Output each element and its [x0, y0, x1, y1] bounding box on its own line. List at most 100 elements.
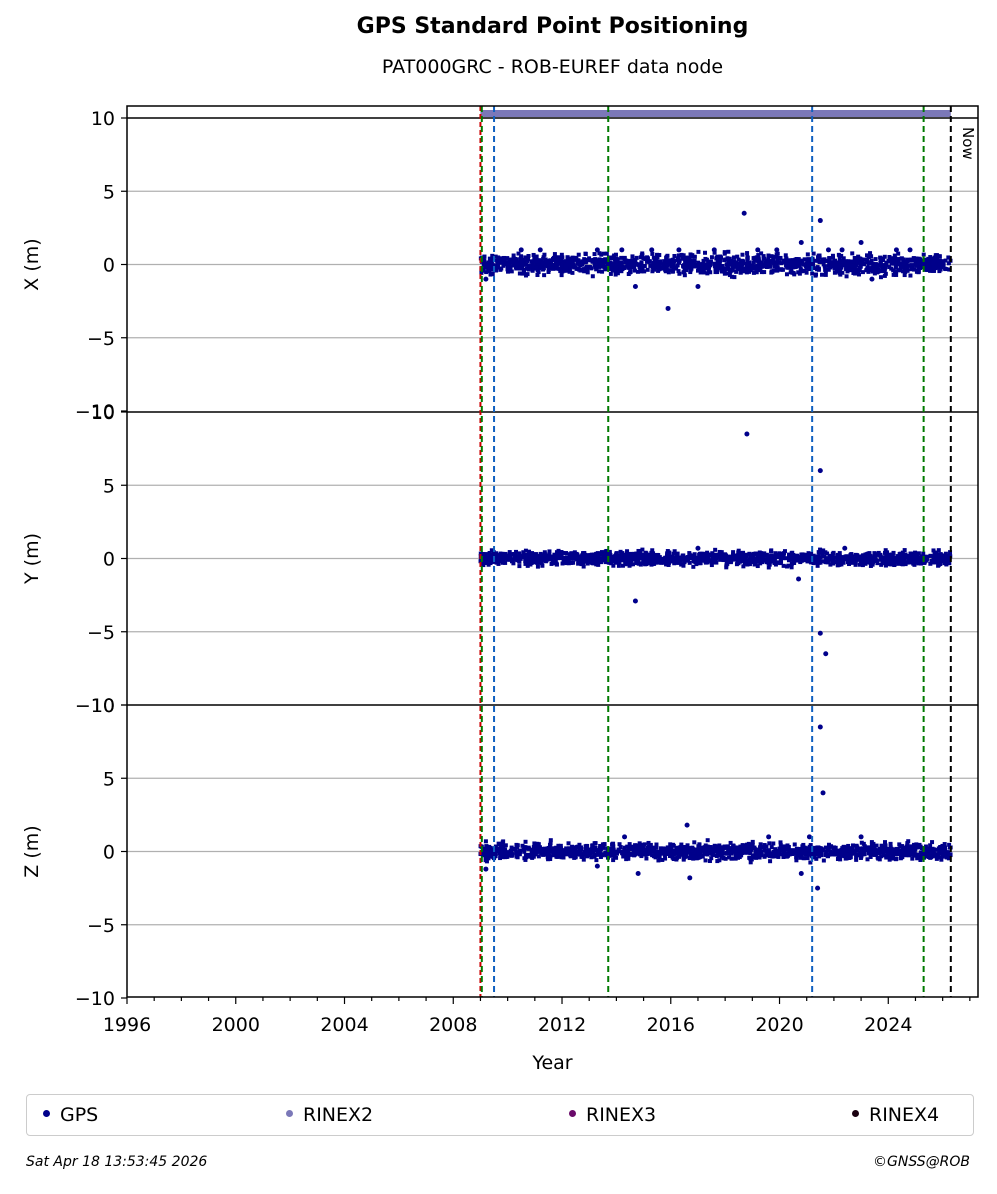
data-point: [564, 266, 569, 271]
data-point: [775, 257, 780, 262]
data-point: [559, 851, 564, 856]
data-point: [647, 259, 652, 264]
data-point: [508, 268, 513, 273]
data-point: [604, 251, 609, 256]
data-point: [848, 266, 853, 271]
data-point: [487, 264, 492, 269]
data-point: [751, 260, 756, 265]
data-point: [750, 266, 755, 271]
data-point: [750, 839, 755, 844]
data-point: [615, 257, 620, 262]
data-point: [918, 844, 923, 849]
data-point: [547, 549, 552, 554]
data-point: [484, 270, 489, 275]
data-point: [500, 554, 505, 559]
data-point: [785, 843, 790, 848]
outlier-point: [632, 598, 638, 604]
data-point: [596, 269, 601, 274]
data-point: [854, 855, 859, 860]
data-point: [832, 262, 837, 267]
data-point: [645, 559, 650, 564]
data-point: [499, 266, 504, 271]
data-point: [873, 554, 878, 559]
data-point: [553, 555, 558, 560]
data-point: [651, 255, 656, 260]
data-point: [501, 263, 506, 268]
data-point: [577, 558, 582, 563]
data-point: [601, 251, 606, 256]
data-point: [656, 268, 661, 273]
data-point: [502, 261, 507, 266]
data-point: [495, 265, 500, 270]
data-point: [854, 260, 859, 265]
data-point: [798, 556, 803, 561]
data-point: [714, 849, 719, 854]
data-point: [648, 263, 653, 268]
data-point: [482, 254, 487, 259]
data-point: [947, 267, 952, 272]
data-point: [566, 258, 571, 263]
data-point: [843, 845, 848, 850]
data-point: [617, 842, 622, 847]
data-point: [697, 551, 702, 556]
data-point: [891, 555, 896, 560]
data-point: [502, 257, 507, 262]
series-gps-band: [478, 249, 953, 280]
legend-label: RINEX4: [869, 1104, 940, 1126]
data-point: [579, 854, 584, 859]
data-point: [686, 846, 691, 851]
data-point: [678, 558, 683, 563]
data-point: [771, 841, 776, 846]
data-point: [808, 554, 813, 559]
data-point: [861, 556, 866, 561]
data-point: [787, 265, 792, 270]
data-point: [811, 559, 816, 564]
data-point: [706, 268, 711, 273]
data-point: [882, 556, 887, 561]
data-point: [790, 851, 795, 856]
data-point: [946, 555, 951, 560]
data-point: [644, 856, 649, 861]
data-point: [747, 848, 752, 853]
data-point: [511, 561, 516, 566]
data-point: [897, 262, 902, 267]
data-point: [781, 563, 786, 568]
data-point: [523, 548, 528, 553]
data-point: [871, 264, 876, 269]
data-point: [604, 551, 609, 556]
outlier-point: [766, 834, 772, 840]
data-point: [754, 855, 759, 860]
data-point: [659, 558, 664, 563]
data-point: [524, 846, 529, 851]
data-point: [486, 856, 491, 861]
data-point: [741, 850, 746, 855]
data-point: [550, 264, 555, 269]
data-point: [883, 840, 888, 845]
data-point: [493, 254, 498, 259]
data-point: [725, 264, 730, 269]
data-point: [581, 857, 586, 862]
data-point: [756, 259, 761, 264]
data-point: [769, 549, 774, 554]
data-point: [759, 853, 764, 858]
data-point: [665, 851, 670, 856]
data-point: [884, 849, 889, 854]
data-point: [905, 259, 910, 264]
data-point: [608, 264, 613, 269]
data-point: [590, 274, 595, 279]
data-point: [857, 268, 862, 273]
data-point: [620, 551, 625, 556]
data-point: [729, 846, 734, 851]
data-point: [517, 564, 522, 569]
data-point: [635, 850, 640, 855]
data-point: [572, 256, 577, 261]
data-point: [679, 842, 684, 847]
data-point: [838, 857, 843, 862]
data-point: [890, 856, 895, 861]
data-point: [900, 849, 905, 854]
data-point: [905, 263, 910, 268]
data-point: [655, 850, 660, 855]
data-point: [525, 563, 530, 568]
data-point: [620, 850, 625, 855]
data-point: [933, 555, 938, 560]
